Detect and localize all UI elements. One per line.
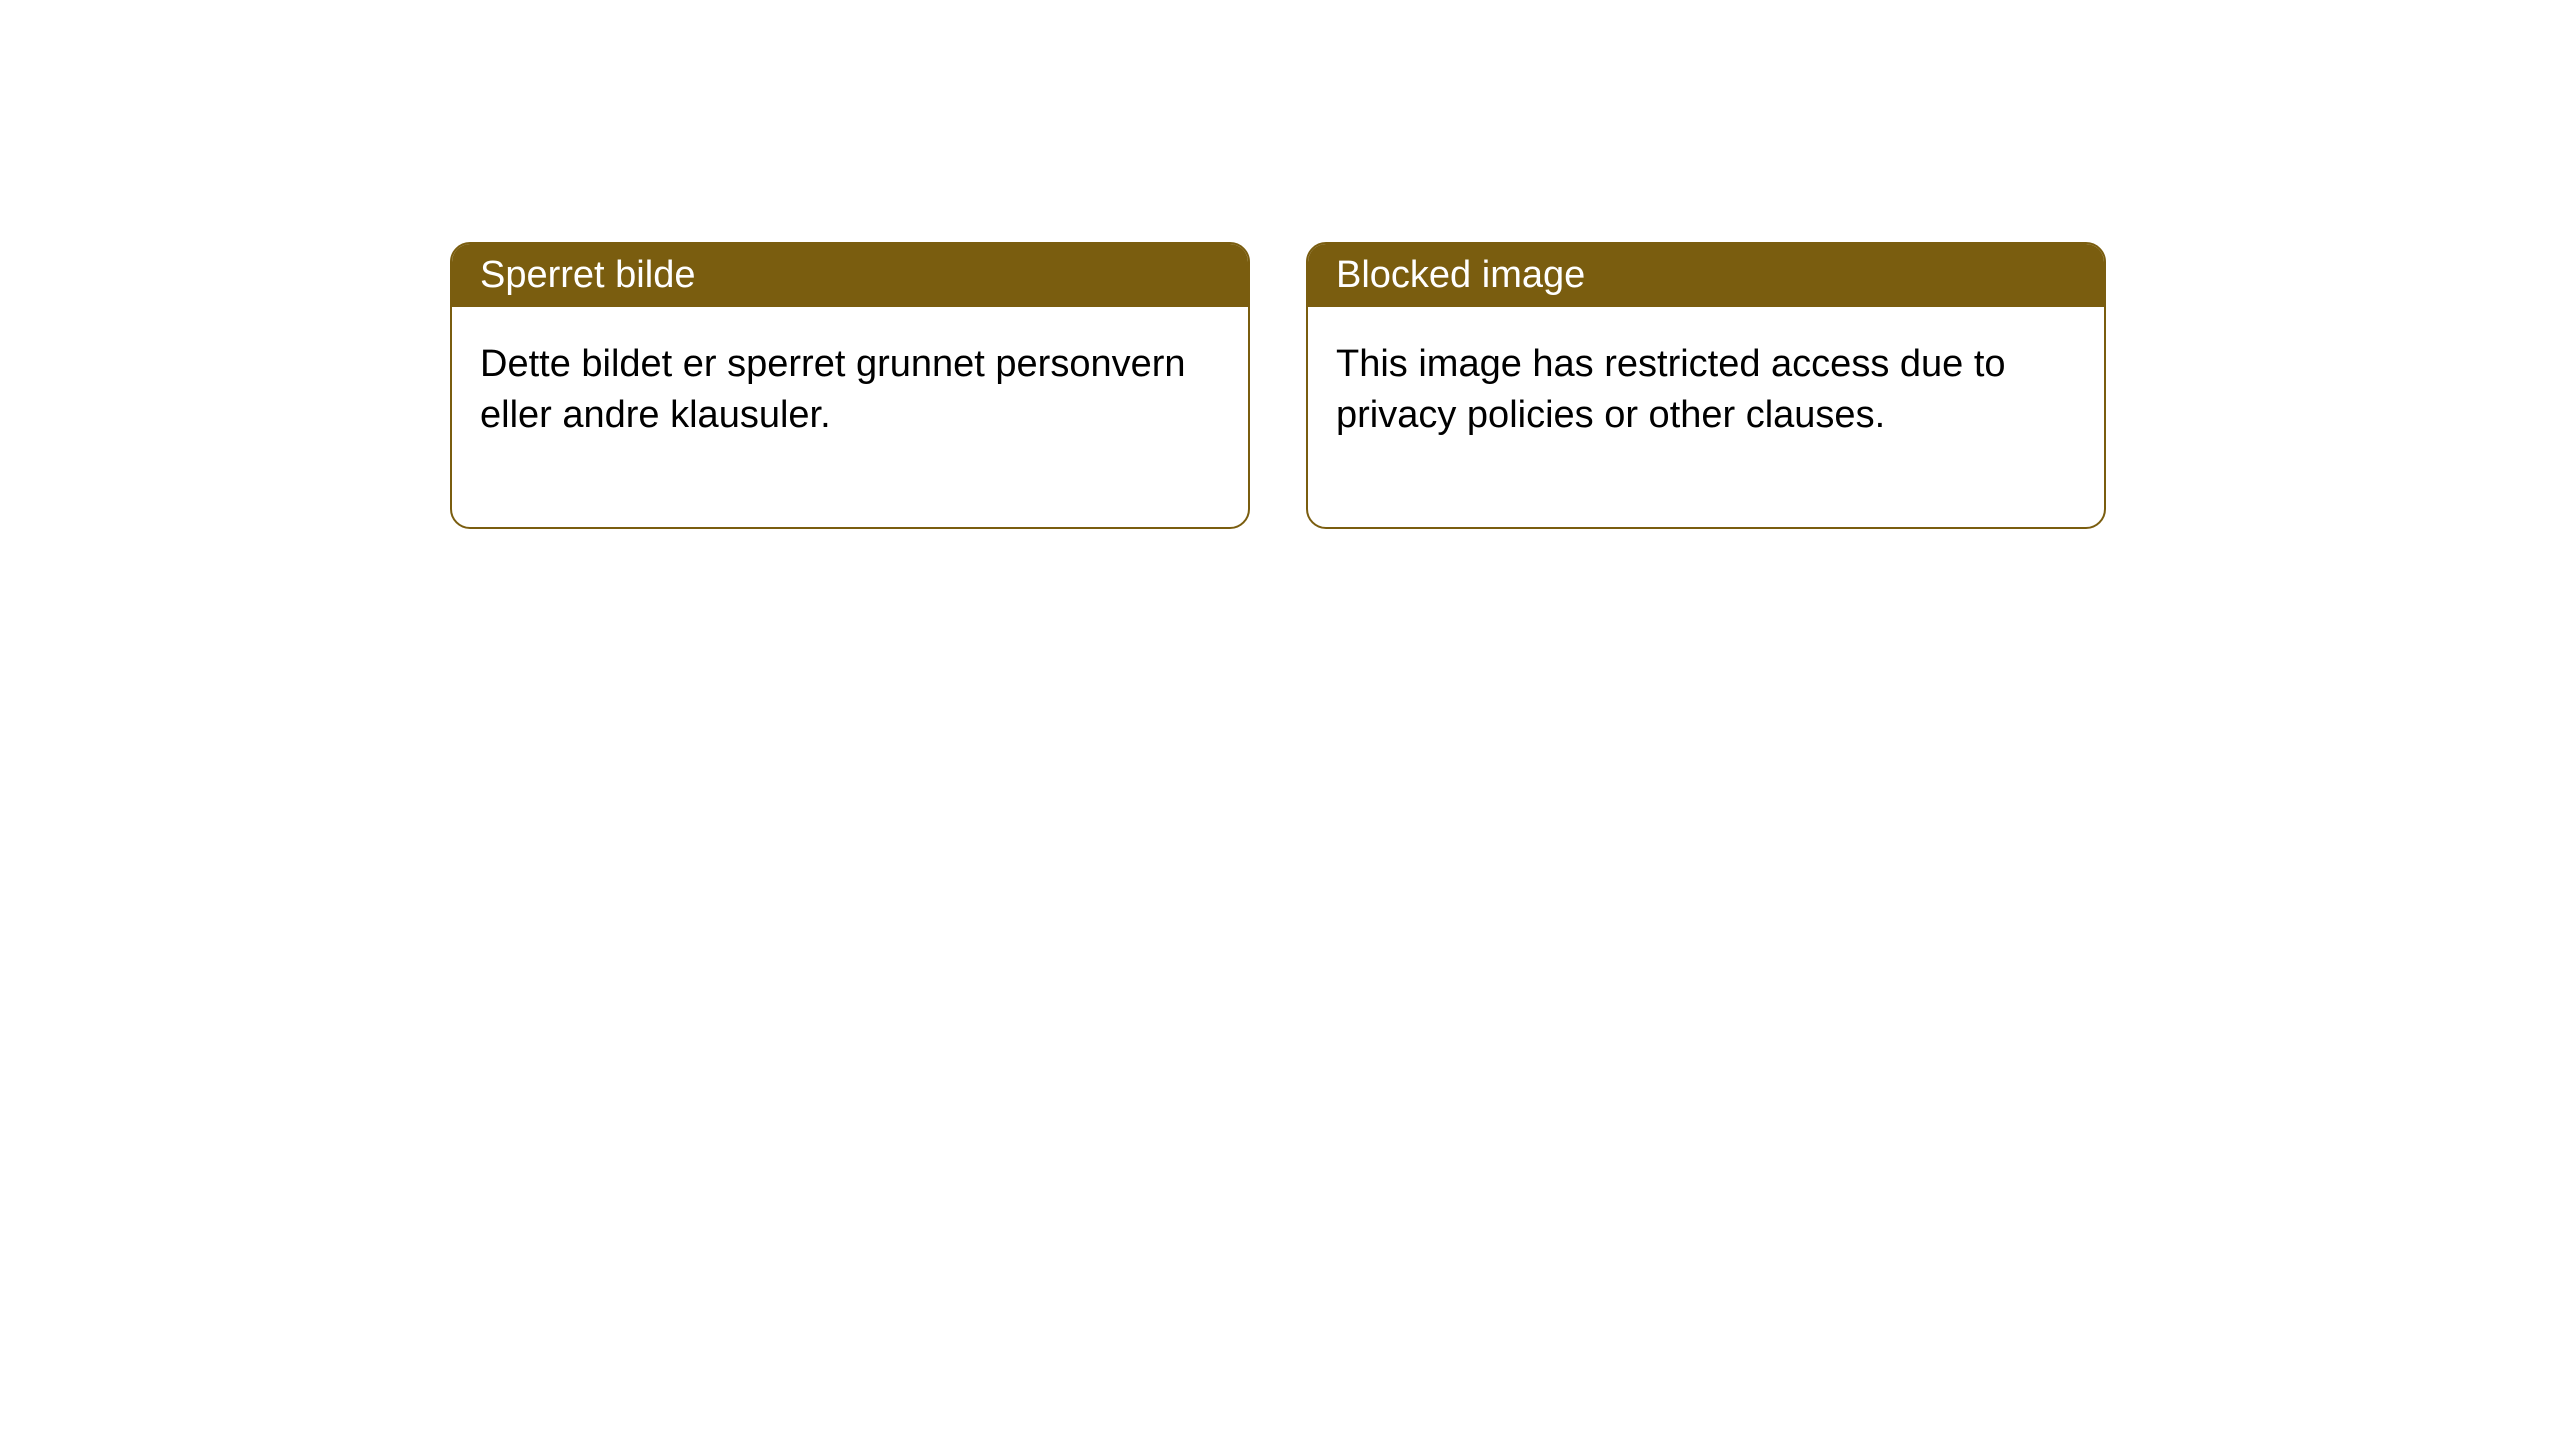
card-title-no: Sperret bilde — [480, 254, 695, 296]
card-message-en: This image has restricted access due to … — [1336, 343, 2006, 436]
card-body-no: Dette bildet er sperret grunnet personve… — [452, 307, 1248, 527]
card-header-no: Sperret bilde — [452, 244, 1248, 307]
blocked-image-card-no: Sperret bilde Dette bildet er sperret gr… — [450, 242, 1250, 529]
notice-container: Sperret bilde Dette bildet er sperret gr… — [450, 242, 2106, 529]
card-header-en: Blocked image — [1308, 244, 2104, 307]
card-message-no: Dette bildet er sperret grunnet personve… — [480, 343, 1186, 436]
card-body-en: This image has restricted access due to … — [1308, 307, 2104, 527]
card-title-en: Blocked image — [1336, 254, 1585, 296]
blocked-image-card-en: Blocked image This image has restricted … — [1306, 242, 2106, 529]
